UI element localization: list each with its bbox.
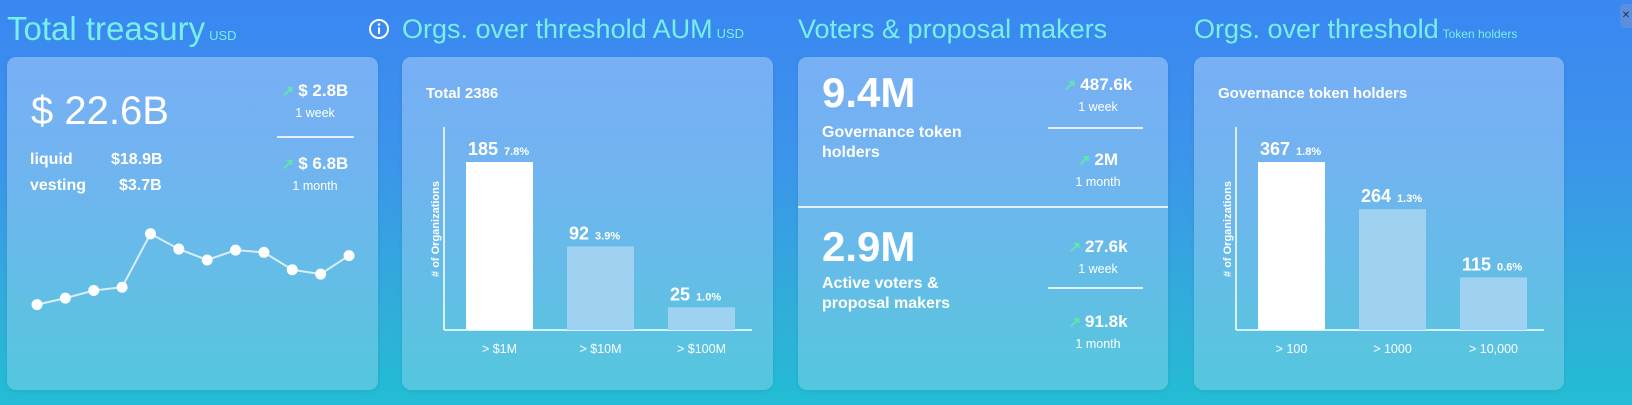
divider <box>277 136 354 138</box>
y-axis-label: # of Organizations <box>1222 181 1234 277</box>
treasury-title-text: Total treasury <box>7 10 206 47</box>
info-icon[interactable] <box>368 18 390 40</box>
holders-value: 9.4M <box>822 69 916 116</box>
divider <box>1048 287 1143 289</box>
liquid-label: liquid <box>30 151 73 168</box>
aum-title-text: Orgs. over threshold AUM <box>402 14 713 44</box>
treasury-change-month-period: 1 month <box>292 179 338 193</box>
arrow-up-right-icon: ↗ <box>281 83 295 100</box>
sparkline-point <box>230 244 242 256</box>
divider <box>1048 127 1143 129</box>
treasury-change-week-period: 1 week <box>295 106 335 120</box>
active-week-value: 27.6k <box>1085 237 1128 256</box>
active-month-period: 1 month <box>1075 337 1121 351</box>
tokenholders-title: Orgs. over threshold Token holders <box>1194 14 1517 45</box>
collapse-icon: ✕ <box>1621 10 1631 21</box>
bar-value-label: 25 1.0% <box>670 284 721 304</box>
active-week-period: 1 week <box>1078 262 1118 276</box>
holders-month-period: 1 month <box>1075 175 1121 189</box>
tokenholders-title-text: Orgs. over threshold <box>1194 14 1439 44</box>
arrow-up-right-icon: ↗ <box>281 156 295 173</box>
aum-bar-chart: # of Organizations 185 7.8% > $1M 92 3.9% > $1… <box>430 127 752 356</box>
x-tick-label: > 1000 <box>1373 342 1412 356</box>
bar[interactable] <box>1258 162 1325 330</box>
sparkline-point <box>173 243 185 255</box>
x-tick-label: > $1M <box>482 342 517 356</box>
vesting-value: $3.7B <box>119 177 162 194</box>
bar-value-label: 185 7.8% <box>468 139 529 159</box>
active-label-line2: proposal makers <box>822 295 951 312</box>
treasury-title: Total treasury USD <box>7 10 237 48</box>
treasury-change-week: ↗ $ 2.8B 1 week <box>275 81 355 120</box>
bar[interactable] <box>1460 277 1527 330</box>
voters-card: 9.4M Governance token holders ↗ 487.6k 1 … <box>798 57 1168 390</box>
tokenholders-unit: Token holders <box>1442 27 1518 41</box>
tokenholders-card: Governance token holders # of Organizati… <box>1194 57 1564 390</box>
aum-unit: USD <box>716 26 745 41</box>
bar[interactable] <box>567 246 634 330</box>
holders-week-value: 487.6k <box>1080 75 1133 94</box>
active-change-week: ↗ 27.6k 1 week <box>1053 237 1143 276</box>
tokenholders-chart-title: Governance token holders <box>1218 85 1408 102</box>
aum-card: Total 2386 # of Organizations 185 7.8% > $1… <box>402 57 773 390</box>
active-change-month: ↗ 91.8k 1 month <box>1053 312 1143 351</box>
tokenholders-bar-chart: # of Organizations 367 1.8% > 100 264 1.3% > 1… <box>1222 127 1544 356</box>
treasury-total: $ 22.6B <box>31 89 169 133</box>
x-tick-label: > 10,000 <box>1469 342 1518 356</box>
collapse-button[interactable]: ✕ <box>1620 4 1632 28</box>
vesting-label: vesting <box>30 177 87 194</box>
sparkline-point <box>286 264 298 276</box>
sparkline-point <box>88 284 100 296</box>
treasury-change-week-value: $ 2.8B <box>298 81 349 100</box>
holders-change-week: ↗ 487.6k 1 week <box>1053 75 1143 114</box>
holders-label-line1: Governance token <box>822 124 962 141</box>
active-label-line1: Active voters & <box>822 275 939 292</box>
bar-value-label: 92 3.9% <box>569 223 620 243</box>
sparkline-point <box>144 228 156 240</box>
holders-label-line2: holders <box>822 144 880 161</box>
treasury-card: $ 22.6B liquid $18.9B vesting $3.7B ↗ $ 2… <box>7 57 378 390</box>
holders-week-period: 1 week <box>1078 100 1118 114</box>
divider <box>798 206 1168 208</box>
sparkline-point <box>315 268 327 280</box>
bar[interactable] <box>668 307 735 330</box>
sparkline-point <box>59 292 71 304</box>
arrow-up-right-icon: ↗ <box>1068 314 1082 331</box>
bar-value-label: 264 1.3% <box>1361 186 1422 206</box>
holders-change-month: ↗ 2M 1 month <box>1053 150 1143 189</box>
treasury-change-month: ↗ $ 6.8B 1 month <box>275 154 355 193</box>
treasury-sparkline <box>31 228 355 311</box>
x-tick-label: > 100 <box>1276 342 1308 356</box>
bar[interactable] <box>466 162 533 330</box>
arrow-up-right-icon: ↗ <box>1077 152 1091 169</box>
active-value: 2.9M <box>822 223 916 270</box>
sparkline-point <box>343 250 355 262</box>
x-tick-label: > $10M <box>579 342 621 356</box>
arrow-up-right-icon: ↗ <box>1068 239 1082 256</box>
sparkline-point <box>31 299 43 311</box>
active-month-value: 91.8k <box>1085 312 1128 331</box>
y-axis-label: # of Organizations <box>430 181 442 277</box>
bar-value-label: 115 0.6% <box>1462 254 1522 274</box>
sparkline-point <box>258 246 270 258</box>
voters-title: Voters & proposal makers <box>798 14 1107 45</box>
liquid-value: $18.9B <box>111 151 163 168</box>
aum-title: Orgs. over threshold AUM USD <box>402 14 744 45</box>
holders-month-value: 2M <box>1094 150 1119 169</box>
x-tick-label: > $100M <box>677 342 726 356</box>
bar[interactable] <box>1359 209 1426 330</box>
treasury-unit: USD <box>209 28 237 43</box>
sparkline-point <box>116 281 128 293</box>
bar-value-label: 367 1.8% <box>1260 139 1321 159</box>
voters-title-text: Voters & proposal makers <box>798 14 1108 44</box>
arrow-up-right-icon: ↗ <box>1063 77 1077 94</box>
sparkline-point <box>201 254 213 266</box>
treasury-change-month-value: $ 6.8B <box>298 154 349 173</box>
active-label: Active voters & proposal makers <box>822 274 950 314</box>
aum-chart-title: Total 2386 <box>426 85 499 102</box>
holders-label: Governance token holders <box>822 123 962 163</box>
sparkline-line <box>36 232 350 306</box>
